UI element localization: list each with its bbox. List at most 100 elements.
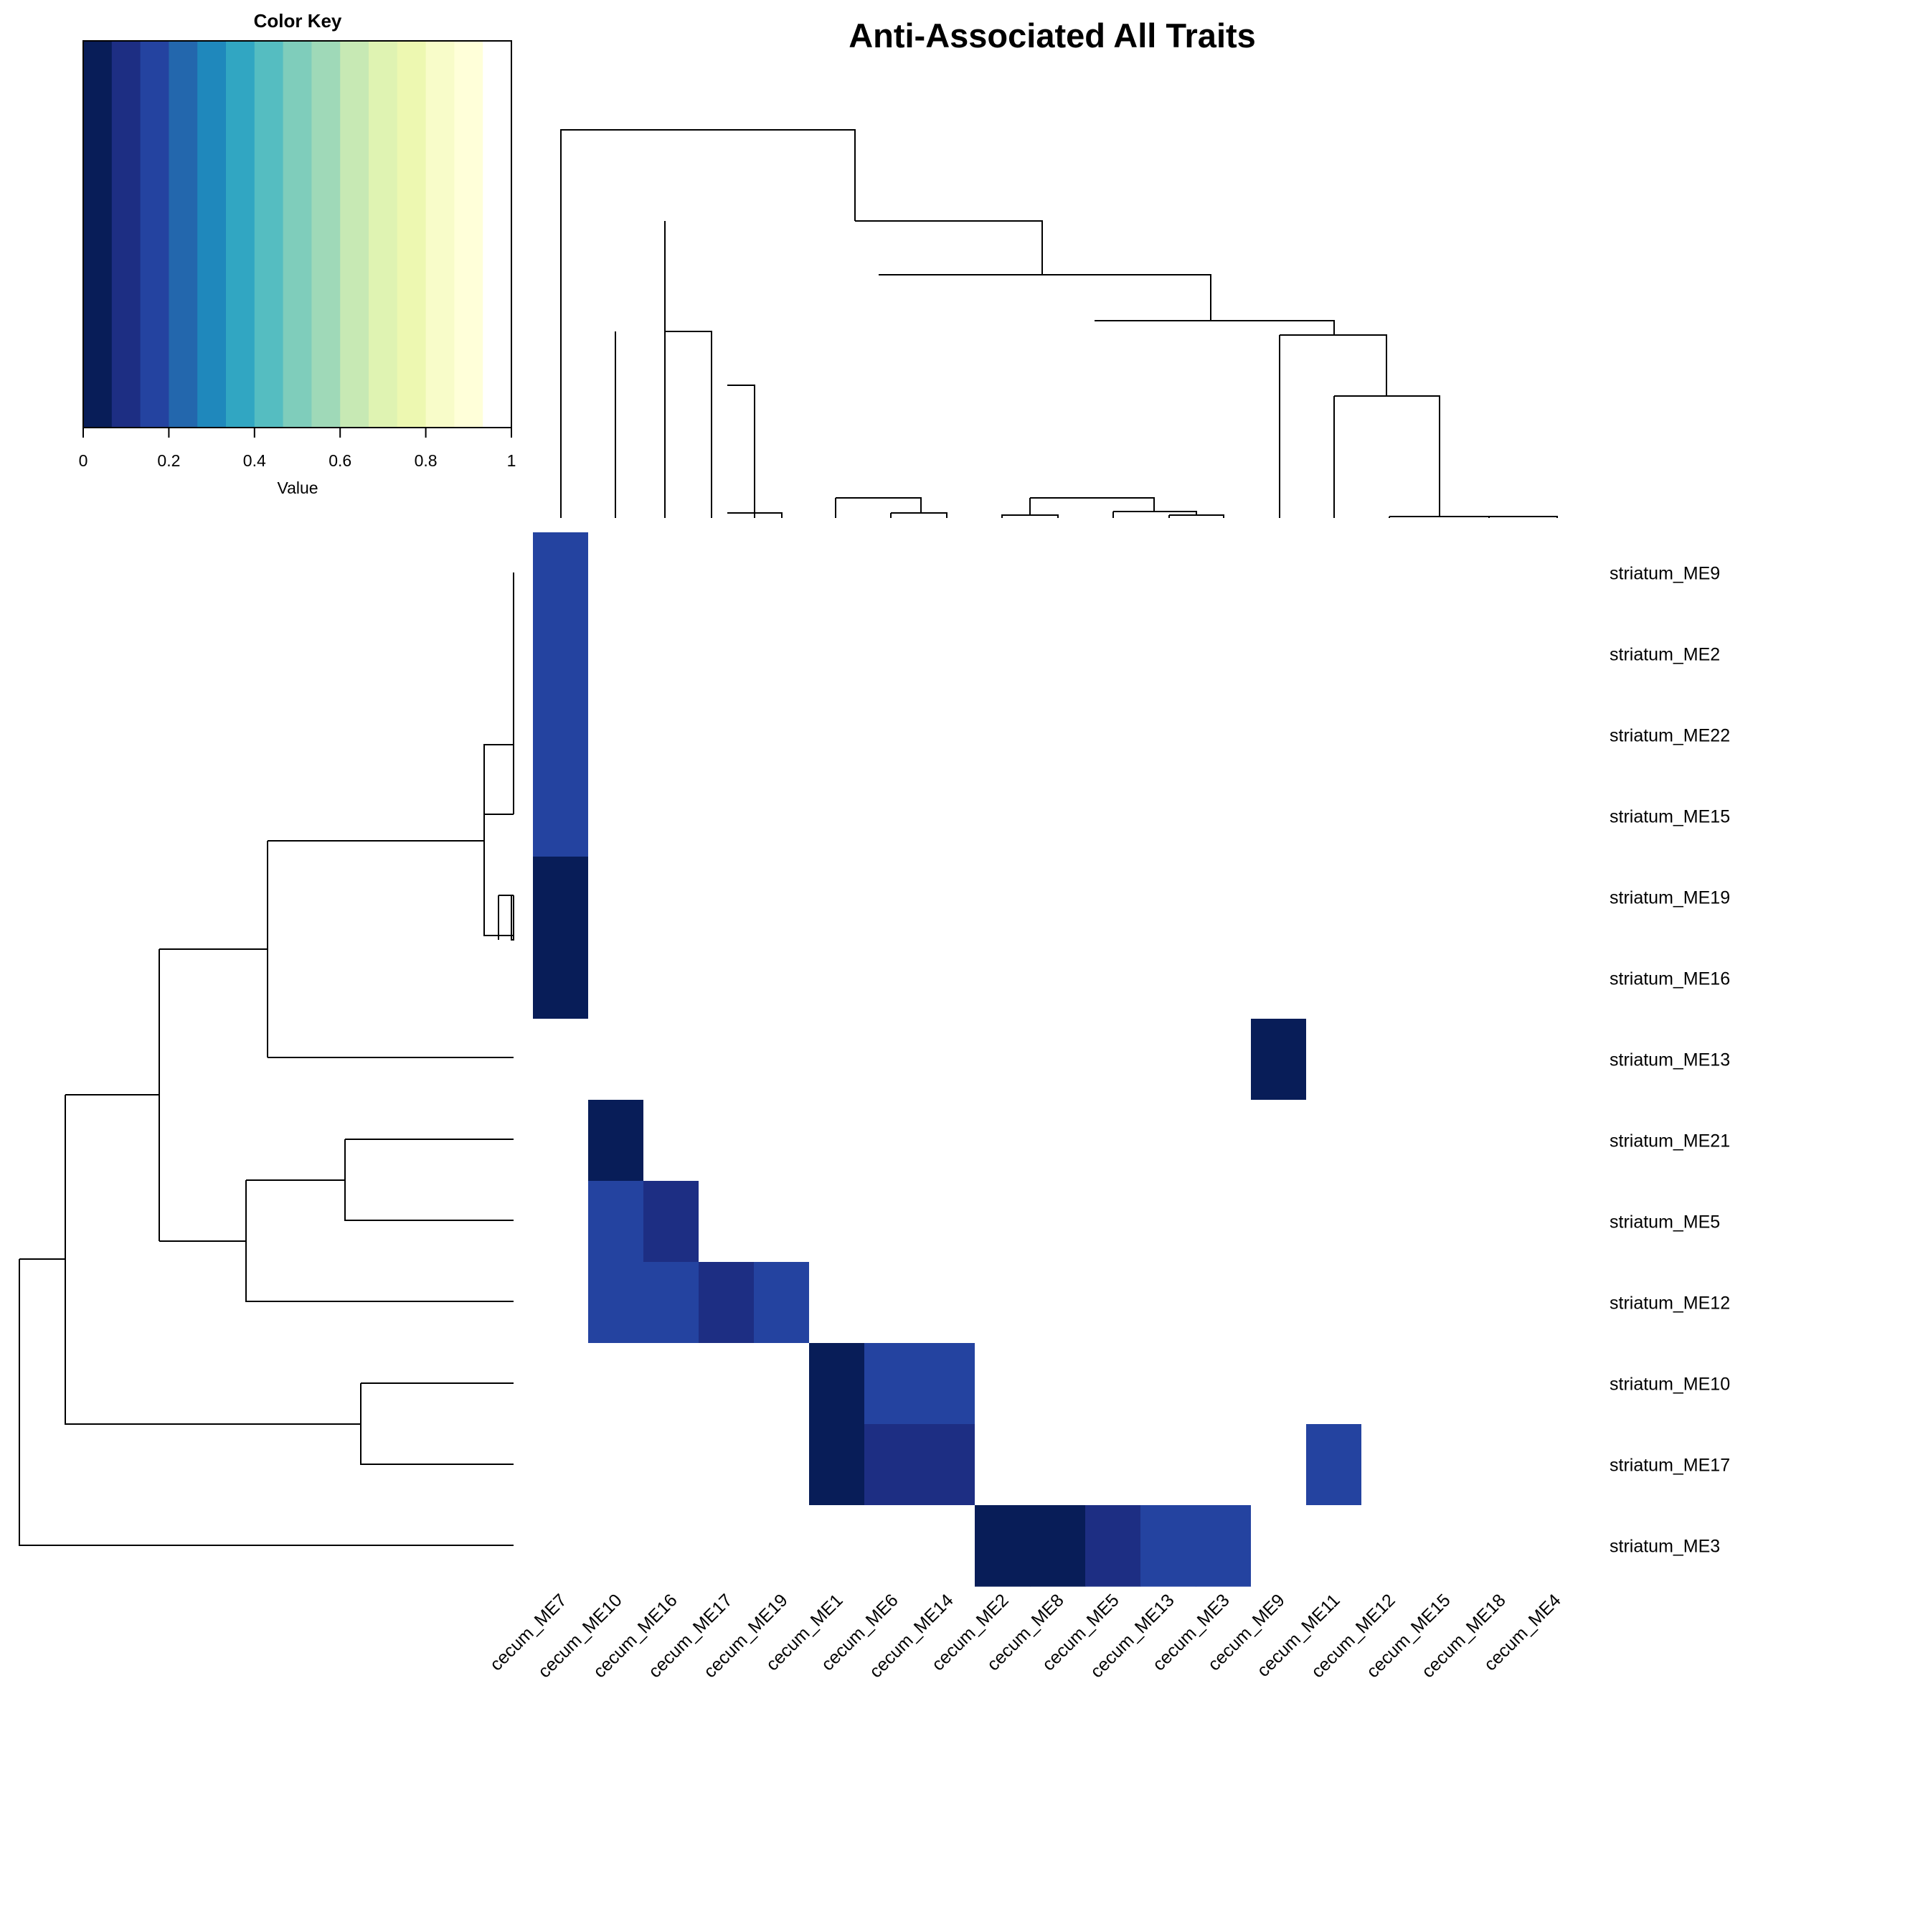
row-label-striatum-me22: striatum_ME22 <box>1610 726 1730 746</box>
heatmap-cell-striatum-me5-cecum-me7 <box>533 1181 589 1263</box>
heatmap-cell-striatum-me9-cecum-me3 <box>1196 532 1252 614</box>
heatmap-cell-striatum-me9-cecum-me7 <box>533 532 589 614</box>
heatmap-cell-striatum-me3-cecum-me12 <box>1361 1505 1417 1587</box>
heatmap-cell-striatum-me17-cecum-me16 <box>643 1424 699 1506</box>
heatmap-cell-striatum-me2-cecum-me1 <box>809 613 865 695</box>
heatmap-cell-striatum-me21-cecum-me9 <box>1251 1100 1307 1182</box>
heatmap-cell-striatum-me2-cecum-me10 <box>588 613 644 695</box>
color-key-axis-label: Value <box>277 479 318 497</box>
heatmap-cell-striatum-me21-cecum-me10 <box>588 1100 644 1182</box>
row-label-striatum-me21: striatum_ME21 <box>1610 1131 1730 1151</box>
column-dendrogram <box>560 129 1558 518</box>
column-dendrogram-branch-0 <box>560 129 856 518</box>
heatmap-cell-striatum-me13-cecum-me17 <box>699 1019 755 1101</box>
heatmap-cell-striatum-me2-cecum-me2 <box>975 613 1031 695</box>
heatmap-cell-striatum-me19-cecum-me17 <box>699 857 755 938</box>
heatmap-cell-striatum-me10-cecum-me16 <box>643 1343 699 1425</box>
heatmap-cell-striatum-me21-cecum-me14 <box>920 1100 975 1182</box>
heatmap-cell-striatum-me2-cecum-me6 <box>864 613 920 695</box>
heatmap-cell-striatum-me17-cecum-me9 <box>1251 1424 1307 1506</box>
heatmap-cell-striatum-me19-cecum-me13 <box>1140 857 1196 938</box>
heatmap-cell-striatum-me3-cecum-me5 <box>1085 1505 1141 1587</box>
heatmap-cell-striatum-me5-cecum-me1 <box>809 1181 865 1263</box>
heatmap-cell-striatum-me5-cecum-me5 <box>1085 1181 1141 1263</box>
row-labels: striatum_ME9 striatum_ME2 striatum_ME22str… <box>1610 564 1730 1557</box>
column-dendrogram-branch-26 <box>1334 395 1440 517</box>
color-key-swatch-1 <box>111 41 141 428</box>
heatmap-cell-striatum-me13-cecum-me2 <box>975 1019 1031 1101</box>
column-dendrogram-branch-6 <box>727 385 755 513</box>
heatmap-cell-striatum-me3-cecum-me1 <box>809 1505 865 1587</box>
heatmap-cell-striatum-me10-cecum-me10 <box>588 1343 644 1425</box>
heatmap-cell-striatum-me9-cecum-me4 <box>1527 532 1583 614</box>
color-key-swatch-14 <box>483 41 512 428</box>
heatmap-cell-striatum-me12-cecum-me12 <box>1361 1262 1417 1344</box>
heatmap-cell-striatum-me2-cecum-me17 <box>699 613 755 695</box>
heatmap-cell-striatum-me2-cecum-me19 <box>754 613 810 695</box>
heatmap-cell-striatum-me10-cecum-me9 <box>1251 1343 1307 1425</box>
row-dendrogram-branch-15 <box>245 1180 514 1302</box>
heatmap-cell-striatum-me5-cecum-me16 <box>643 1181 699 1263</box>
row-dendrogram-branch-18 <box>65 1095 361 1425</box>
heatmap-cell-striatum-me9-cecum-me10 <box>588 532 644 614</box>
heatmap-cell-striatum-me17-cecum-me12 <box>1361 1424 1417 1506</box>
heatmap-cell-striatum-me17-cecum-me14 <box>920 1424 975 1506</box>
heatmap-cell-striatum-me15-cecum-me6 <box>864 776 920 857</box>
heatmap-cell-striatum-me19-cecum-me12 <box>1361 857 1417 938</box>
heatmap-cell-striatum-me9-cecum-me9 <box>1251 532 1307 614</box>
row-label-striatum-me13: striatum_ME13 <box>1610 1050 1730 1070</box>
heatmap-cell-striatum-me13-cecum-me1 <box>809 1019 865 1101</box>
heatmap-cell-striatum-me5-cecum-me13 <box>1140 1181 1196 1263</box>
heatmap-cell-striatum-me17-cecum-me7 <box>533 1424 589 1506</box>
heatmap-cell-striatum-me17-cecum-me19 <box>754 1424 810 1506</box>
heatmap-cell-striatum-me16-cecum-me16 <box>643 938 699 1019</box>
row-dendrogram-branch-6 <box>483 841 514 936</box>
heatmap-cell-striatum-me17-cecum-me18 <box>1472 1424 1528 1506</box>
row-dendrogram-branch-13 <box>344 1139 514 1221</box>
heatmap-cell-striatum-me2-cecum-me13 <box>1140 613 1196 695</box>
heatmap-cell-striatum-me15-cecum-me8 <box>1030 776 1086 857</box>
heatmap-cell-striatum-me19-cecum-me6 <box>864 857 920 938</box>
heatmap-cell-striatum-me2-cecum-me3 <box>1196 613 1252 695</box>
heatmap-cell-striatum-me3-cecum-me18 <box>1472 1505 1528 1587</box>
color-key-swatch-6 <box>254 41 284 428</box>
color-key-swatch-10 <box>369 41 398 428</box>
heatmap-cell-striatum-me9-cecum-me14 <box>920 532 975 614</box>
heatmap-cell-striatum-me17-cecum-me8 <box>1030 1424 1086 1506</box>
heatmap-cell-striatum-me3-cecum-me13 <box>1140 1505 1196 1587</box>
heatmap-cell-striatum-me16-cecum-me7 <box>533 938 589 1019</box>
row-label-striatum-me2: striatum_ME2 <box>1610 645 1720 665</box>
color-key-axis: 0 0.2 0.4 0.6 0.8 1 <box>79 427 516 470</box>
heatmap-cell-striatum-me12-cecum-me17 <box>699 1262 755 1344</box>
heatmap-cell-striatum-me15-cecum-me15 <box>1417 776 1473 857</box>
heatmap-cell-striatum-me15-cecum-me12 <box>1361 776 1417 857</box>
heatmap-cell-striatum-me10-cecum-me18 <box>1472 1343 1528 1425</box>
heatmap-cell-striatum-me9-cecum-me5 <box>1085 532 1141 614</box>
heatmap-cell-striatum-me9-cecum-me19 <box>754 532 810 614</box>
heatmap-cell-striatum-me17-cecum-me13 <box>1140 1424 1196 1506</box>
heatmap-cell-striatum-me12-cecum-me8 <box>1030 1262 1086 1344</box>
heatmap-cell-striatum-me3-cecum-me6 <box>864 1505 920 1587</box>
heatmap-cell-striatum-me13-cecum-me12 <box>1361 1019 1417 1101</box>
heatmap-cell-striatum-me9-cecum-me15 <box>1417 532 1473 614</box>
heatmap-cell-striatum-me16-cecum-me1 <box>809 938 865 1019</box>
heatmap-cell-striatum-me5-cecum-me18 <box>1472 1181 1528 1263</box>
heatmap-cell-striatum-me5-cecum-me14 <box>920 1181 975 1263</box>
heatmap-cell-striatum-me19-cecum-me10 <box>588 857 644 938</box>
chart-title: Anti-Associated All Traits <box>849 17 1256 55</box>
heatmap-cell-striatum-me2-cecum-me18 <box>1472 613 1528 695</box>
heatmap-cell-striatum-me13-cecum-me15 <box>1417 1019 1473 1101</box>
heatmap-cell-striatum-me17-cecum-me6 <box>864 1424 920 1506</box>
heatmap-cell-striatum-me16-cecum-me8 <box>1030 938 1086 1019</box>
heatmap-cell-striatum-me17-cecum-me3 <box>1196 1424 1252 1506</box>
heatmap-cell-striatum-me12-cecum-me7 <box>533 1262 589 1344</box>
heatmap-cell-striatum-me13-cecum-me18 <box>1472 1019 1528 1101</box>
heatmap-cell-striatum-me13-cecum-me7 <box>533 1019 589 1101</box>
color-key-tick-label: 1 <box>507 451 516 470</box>
heatmap-cell-striatum-me3-cecum-me14 <box>920 1505 975 1587</box>
row-label-striatum-me9: striatum_ME9 <box>1610 564 1720 584</box>
heatmap-cell-striatum-me19-cecum-me7 <box>533 857 589 938</box>
heatmap-cell-striatum-me2-cecum-me9 <box>1251 613 1307 695</box>
heatmap-cells <box>533 532 1583 1587</box>
